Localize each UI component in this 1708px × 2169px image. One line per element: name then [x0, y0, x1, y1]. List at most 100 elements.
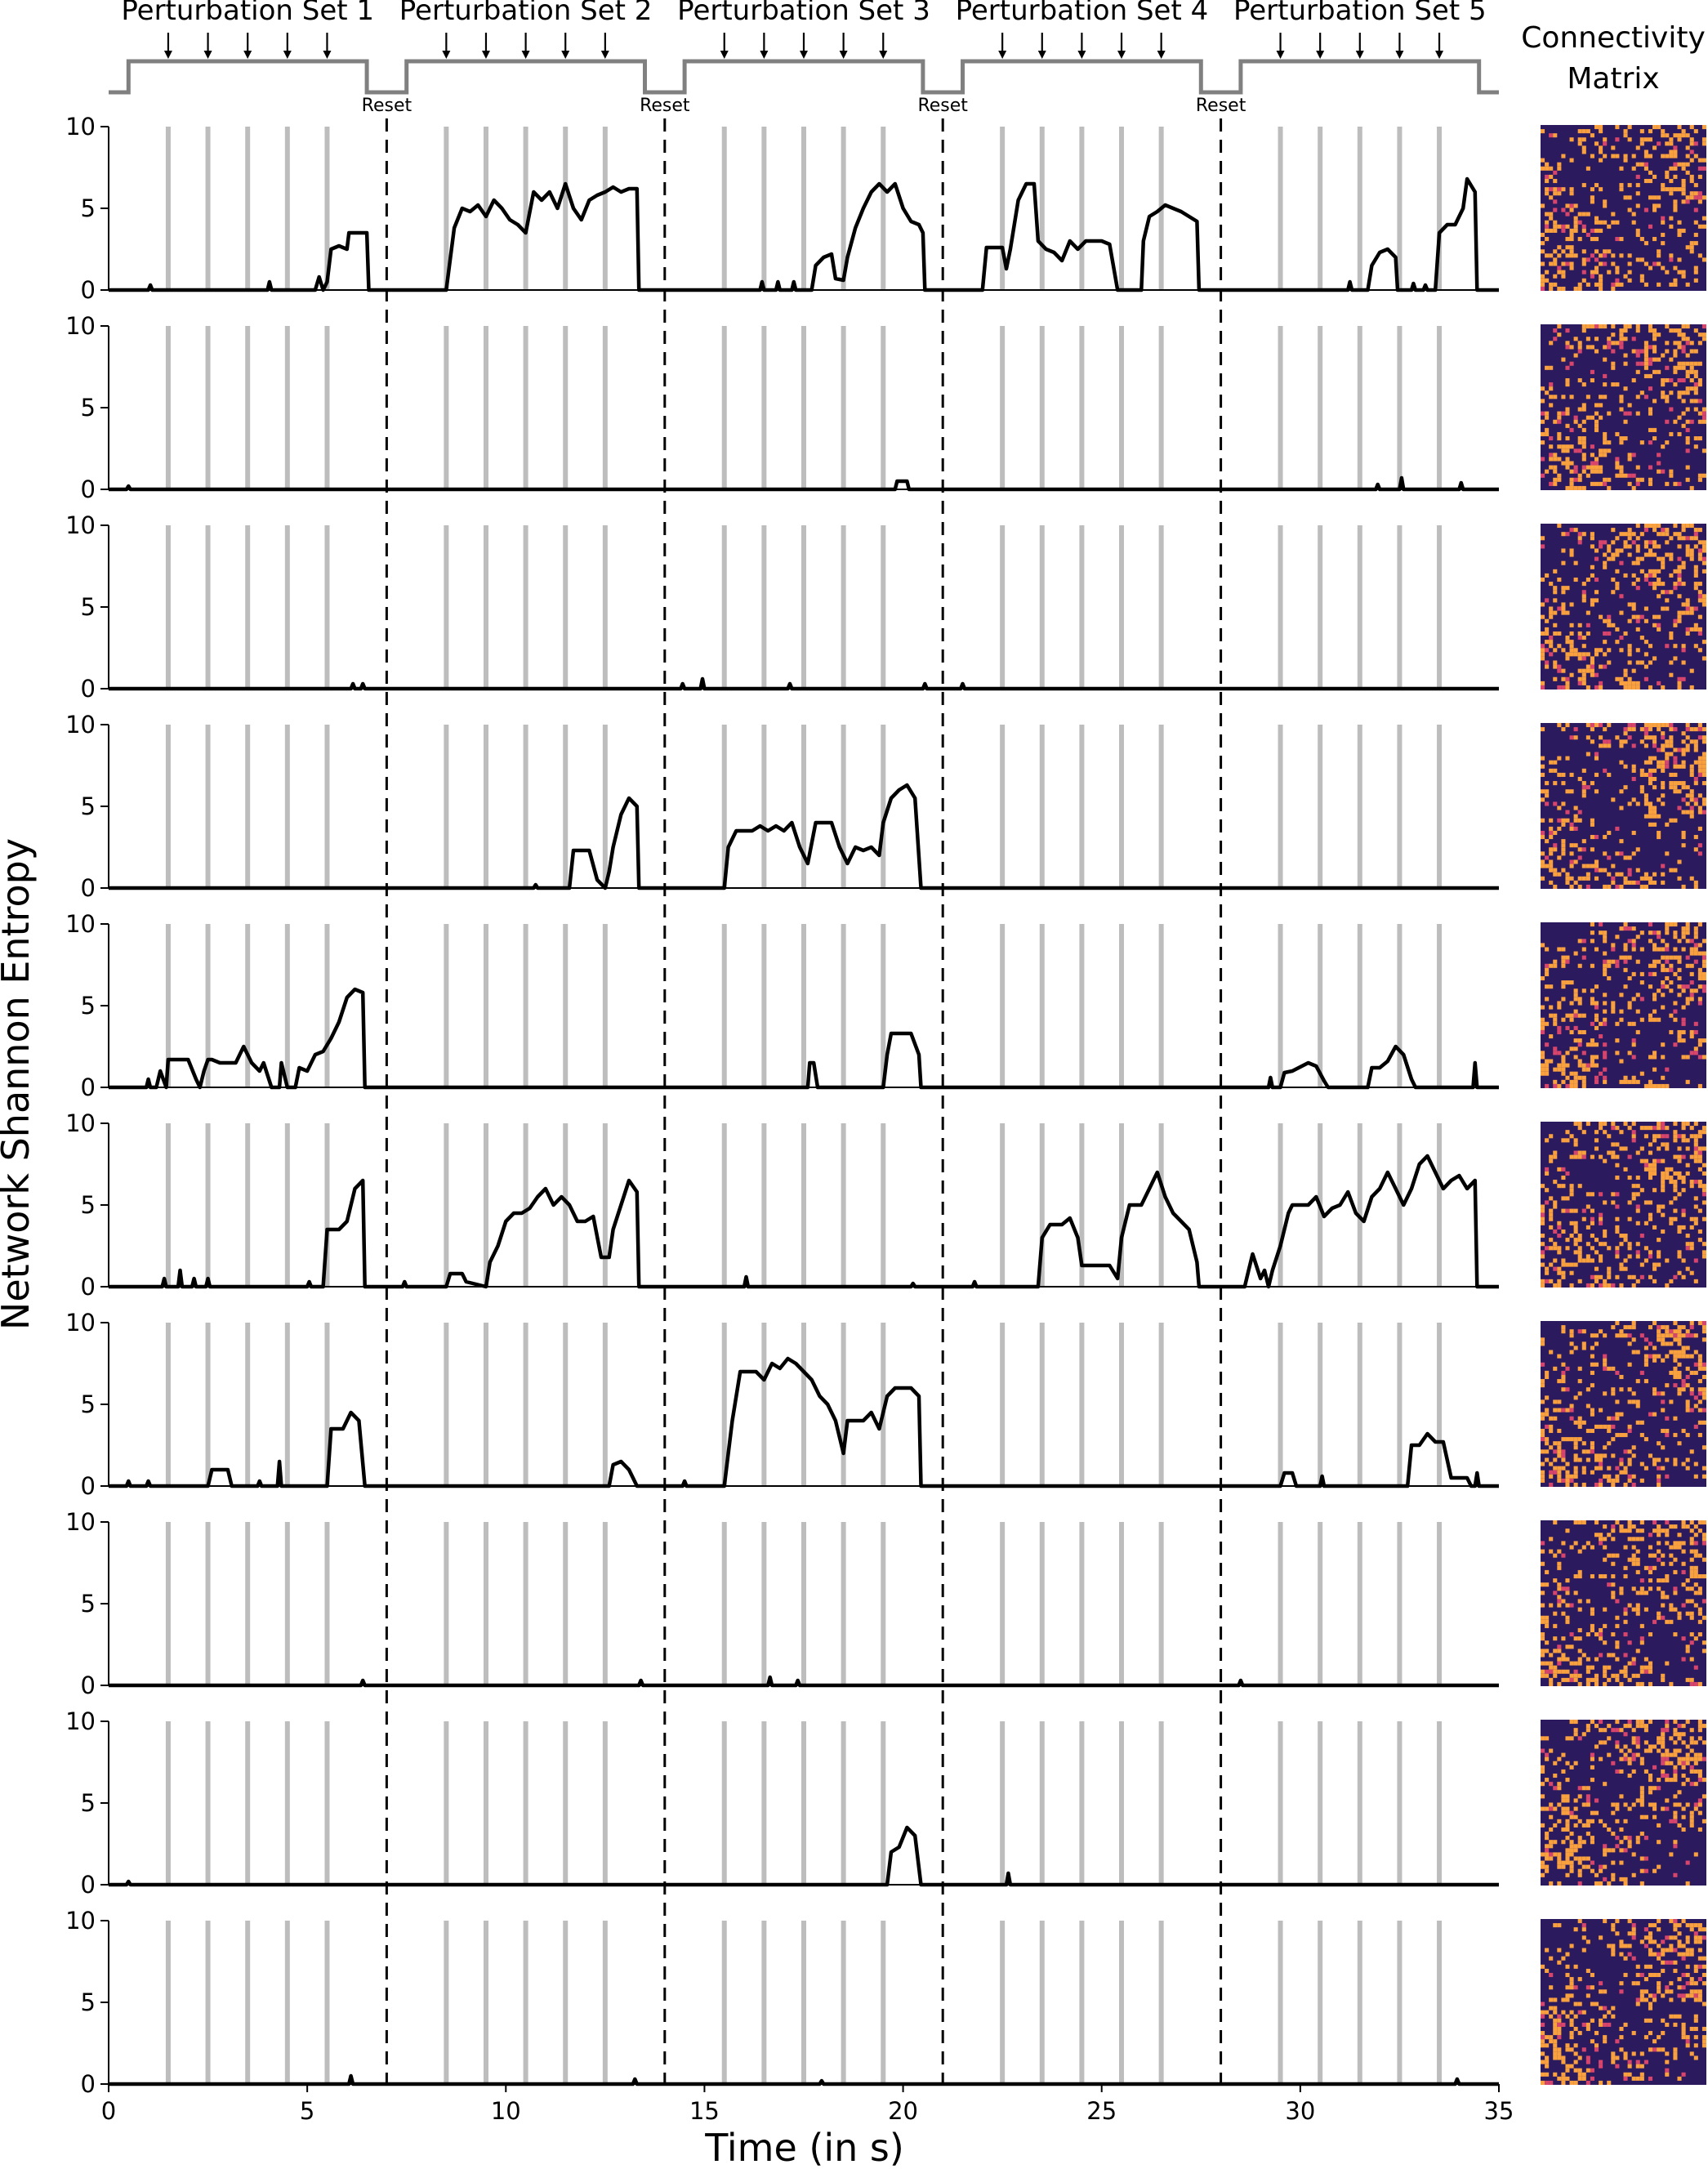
perturbation-arrow-head: [839, 51, 848, 59]
matrix-cell: [1549, 644, 1554, 649]
matrix-cell: [1553, 1636, 1558, 1641]
matrix-cell: [1585, 1541, 1590, 1546]
matrix-cell: [1569, 1001, 1574, 1006]
matrix-cell: [1607, 772, 1612, 777]
matrix-cell: [1639, 884, 1644, 889]
matrix-cell: [1701, 125, 1707, 130]
matrix-cell: [1669, 377, 1674, 383]
matrix-cell: [1673, 524, 1678, 529]
matrix-cell: [1623, 1619, 1628, 1624]
matrix-cell: [1603, 1424, 1608, 1429]
matrix-cell: [1648, 386, 1653, 391]
matrix-cell: [1639, 440, 1644, 445]
matrix-cell: [1701, 1254, 1707, 1259]
matrix-cell: [1673, 1122, 1678, 1127]
matrix-cell: [1639, 1578, 1644, 1583]
matrix-cell: [1677, 610, 1682, 615]
matrix-cell: [1661, 743, 1666, 748]
matrix-cell: [1569, 477, 1574, 482]
matrix-cell: [1631, 1557, 1636, 1562]
matrix-cell: [1639, 1993, 1644, 1998]
matrix-cell: [1590, 1154, 1594, 1159]
matrix-cell: [1541, 859, 1545, 864]
matrix-cell: [1607, 1134, 1612, 1139]
matrix-cell: [1569, 345, 1574, 350]
matrix-cell: [1569, 1645, 1574, 1649]
matrix-cell: [1615, 2055, 1620, 2060]
matrix-cell: [1669, 1619, 1674, 1624]
matrix-cell: [1577, 532, 1582, 537]
matrix-cell: [1623, 1122, 1628, 1127]
matrix-cell: [1623, 532, 1628, 537]
matrix-cell: [1635, 993, 1640, 997]
matrix-cell: [1669, 1350, 1674, 1355]
matrix-cell: [1603, 137, 1608, 142]
matrix-cell: [1590, 2068, 1594, 2073]
matrix-cell: [1677, 1541, 1682, 1546]
matrix-cell: [1623, 955, 1628, 960]
matrix-cell: [1627, 1474, 1632, 1479]
matrix-cell: [1643, 1354, 1648, 1359]
matrix-cell: [1685, 552, 1690, 557]
matrix-cell: [1599, 1242, 1603, 1247]
matrix-cell: [1615, 137, 1620, 142]
matrix-cell: [1585, 1599, 1590, 1604]
matrix-cell: [1693, 1204, 1698, 1209]
matrix-cell: [1643, 1437, 1648, 1442]
matrix-cell: [1581, 1856, 1586, 1861]
matrix-cell: [1681, 332, 1686, 337]
matrix-cell: [1581, 1079, 1586, 1084]
matrix-cell: [1541, 1561, 1545, 1566]
y-tick-label: 0: [81, 1073, 96, 1101]
matrix-cell: [1557, 872, 1562, 877]
matrix-cell: [1665, 1146, 1670, 1151]
matrix-cell: [1561, 955, 1566, 960]
matrix-cell: [1565, 959, 1570, 964]
matrix-cell: [1590, 199, 1594, 204]
matrix-cell: [1701, 1337, 1707, 1342]
matrix-cell: [1581, 1864, 1586, 1869]
matrix-cell: [1673, 785, 1678, 790]
matrix-cell: [1561, 1387, 1566, 1392]
perturbation-arrow-head: [1276, 51, 1285, 59]
matrix-cell: [1639, 1989, 1644, 1994]
matrix-cell: [1577, 212, 1582, 216]
matrix-cell: [1573, 826, 1578, 831]
matrix-cell: [1561, 1449, 1566, 1454]
matrix-cell: [1689, 1387, 1694, 1392]
matrix-cell: [1631, 1607, 1636, 1612]
matrix-cell: [1697, 1619, 1702, 1624]
matrix-cell: [1669, 672, 1674, 677]
matrix-cell: [1677, 536, 1682, 541]
matrix-cell: [1631, 1769, 1636, 1774]
y-tick-label: 0: [81, 2070, 96, 2098]
matrix-cell: [1581, 1923, 1586, 1928]
matrix-cell: [1689, 1325, 1694, 1330]
matrix-cell: [1577, 681, 1582, 685]
matrix-cell: [1677, 556, 1682, 561]
matrix-cell: [1619, 1728, 1624, 1733]
matrix-cell: [1549, 453, 1554, 457]
matrix-cell: [1657, 1441, 1661, 1446]
matrix-cell: [1607, 1653, 1612, 1658]
matrix-cell: [1697, 975, 1702, 981]
matrix-cell: [1557, 1399, 1562, 1404]
matrix-cell: [1603, 1537, 1608, 1542]
matrix-cell: [1631, 1802, 1636, 1807]
matrix-cell: [1657, 1354, 1661, 1359]
matrix-cell: [1693, 1051, 1698, 1055]
matrix-cell: [1607, 1944, 1612, 1948]
matrix-cell: [1685, 1001, 1690, 1006]
matrix-cell: [1549, 1603, 1554, 1608]
matrix-cell: [1693, 1931, 1698, 1936]
matrix-cell: [1681, 1724, 1686, 1729]
matrix-cell: [1643, 1565, 1648, 1570]
matrix-cell: [1657, 748, 1661, 752]
matrix-cell: [1665, 1428, 1670, 1434]
matrix-cell: [1541, 1582, 1545, 1587]
matrix-cell: [1599, 2064, 1603, 2069]
matrix-cell: [1615, 1677, 1620, 1682]
matrix-cell: [1545, 2072, 1550, 2077]
matrix-cell: [1673, 1872, 1678, 1877]
matrix-cell: [1669, 772, 1674, 777]
